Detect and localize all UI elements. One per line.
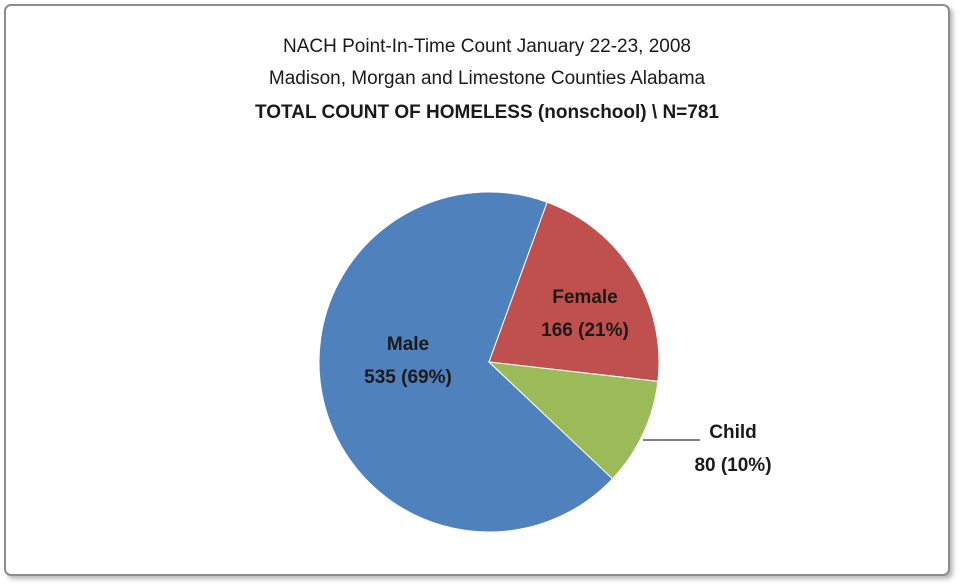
slice-label: Child bbox=[709, 422, 757, 443]
chart-title: NACH Point-In-Time Count January 22-23, … bbox=[283, 36, 691, 57]
slice-label: Female bbox=[552, 287, 617, 308]
chart-title: TOTAL COUNT OF HOMELESS (nonschool) \ N=… bbox=[255, 102, 719, 123]
slice-value-label: 166 (21%) bbox=[541, 320, 629, 341]
slice-value-label: 80 (10%) bbox=[694, 455, 771, 476]
pie-slice bbox=[318, 191, 614, 533]
pie-slice bbox=[487, 361, 659, 480]
chart-title: Madison, Morgan and Limestone Counties A… bbox=[269, 68, 706, 89]
pie-slice bbox=[488, 201, 660, 382]
slice-label: Male bbox=[387, 334, 429, 355]
slice-value-label: 535 (69%) bbox=[364, 367, 452, 388]
